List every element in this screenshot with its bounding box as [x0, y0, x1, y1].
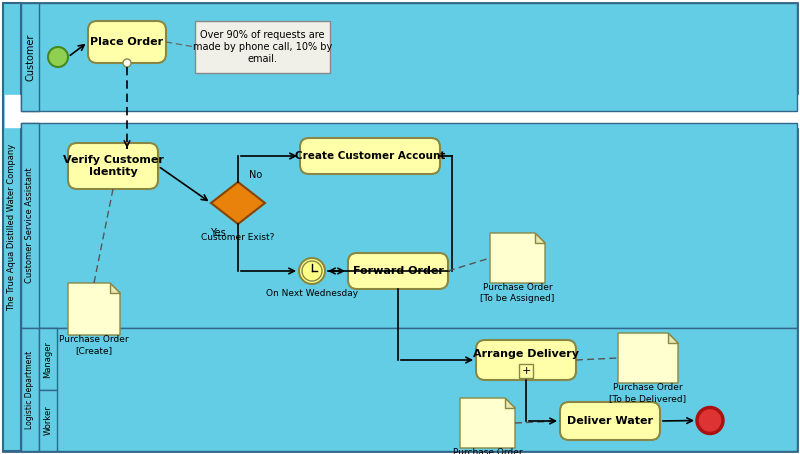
Text: Logistic Department: Logistic Department	[26, 350, 34, 429]
Bar	[195, 21, 330, 73]
Bar	[21, 3, 797, 111]
Text: Arrange Delivery: Arrange Delivery	[473, 349, 579, 359]
Circle shape	[299, 258, 325, 284]
Text: Over 90% of requests are
made by phone call, 10% by
email.: Over 90% of requests are made by phone c…	[193, 30, 332, 64]
Text: The True Aqua Distilled Water Company: The True Aqua Distilled Water Company	[7, 143, 17, 311]
Text: Manager: Manager	[43, 340, 53, 377]
Text: Customer Exist?: Customer Exist?	[202, 232, 274, 242]
Text: Create Customer Account: Create Customer Account	[295, 151, 445, 161]
Polygon shape	[460, 398, 515, 448]
Bar	[21, 123, 39, 328]
Circle shape	[697, 408, 723, 434]
Bar	[3, 3, 21, 451]
Polygon shape	[535, 233, 545, 243]
Polygon shape	[618, 333, 678, 383]
Bar	[39, 390, 57, 451]
Bar	[39, 328, 57, 390]
Text: +: +	[522, 366, 530, 376]
Bar	[21, 328, 39, 451]
Circle shape	[302, 261, 322, 281]
Polygon shape	[668, 333, 678, 343]
Text: Purchase Order
[To be Assigned]: Purchase Order [To be Assigned]	[480, 283, 554, 303]
Circle shape	[48, 47, 68, 67]
FancyBboxPatch shape	[68, 143, 158, 189]
FancyBboxPatch shape	[348, 253, 448, 289]
Text: No: No	[250, 170, 262, 180]
Polygon shape	[211, 182, 265, 224]
Polygon shape	[110, 283, 120, 293]
Polygon shape	[68, 283, 120, 335]
FancyBboxPatch shape	[300, 138, 440, 174]
Circle shape	[123, 59, 131, 67]
Polygon shape	[505, 398, 515, 408]
Bar	[21, 328, 797, 451]
Text: Purchase Order
[Create]: Purchase Order [Create]	[59, 336, 129, 355]
Text: Forward Order: Forward Order	[353, 266, 443, 276]
Bar	[21, 111, 797, 123]
Polygon shape	[490, 233, 545, 283]
Text: Worker: Worker	[43, 405, 53, 435]
FancyBboxPatch shape	[88, 21, 166, 63]
Text: Deliver Water: Deliver Water	[567, 416, 653, 426]
FancyBboxPatch shape	[560, 402, 660, 440]
Text: Customer: Customer	[25, 33, 35, 81]
Circle shape	[702, 413, 718, 429]
Text: Yes: Yes	[210, 228, 226, 238]
Bar	[21, 123, 797, 328]
Text: Customer Service Assistant: Customer Service Assistant	[26, 168, 34, 283]
FancyBboxPatch shape	[476, 340, 576, 380]
Text: Purchase Order
[To be Delivered]: Purchase Order [To be Delivered]	[610, 383, 686, 403]
Text: Purchase Order
[Completed]: Purchase Order [Completed]	[453, 448, 522, 454]
Text: Verify Customer
Identity: Verify Customer Identity	[62, 155, 163, 177]
Bar	[519, 364, 533, 378]
Text: Place Order: Place Order	[90, 37, 163, 47]
Text: On Next Wednesday: On Next Wednesday	[266, 288, 358, 297]
Bar	[21, 3, 39, 111]
